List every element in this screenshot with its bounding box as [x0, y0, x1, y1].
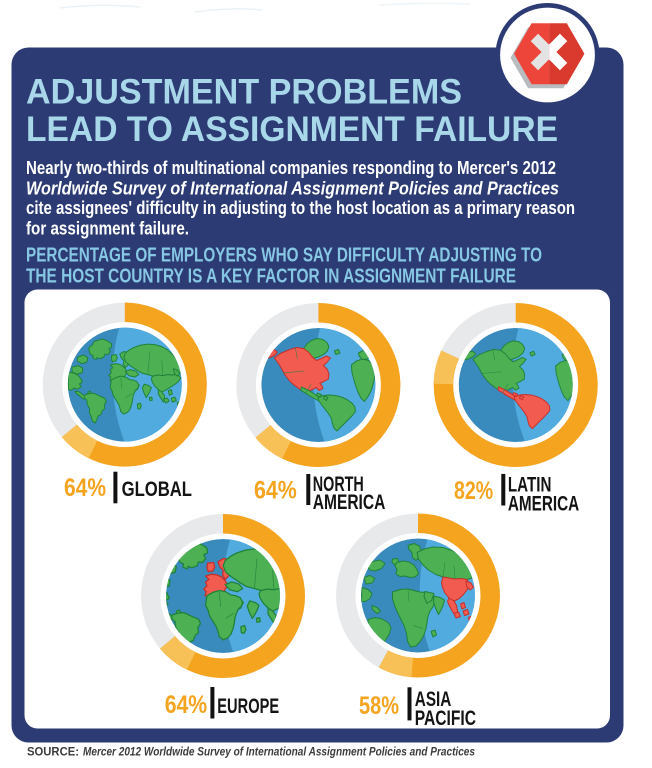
- svg-text:ADJUSTMENT PROBLEMS: ADJUSTMENT PROBLEMS: [26, 71, 462, 111]
- svg-text:Nearly two-thirds of multinati: Nearly two-thirds of multinational compa…: [26, 157, 556, 178]
- svg-text:Worldwide Survey of Internatio: Worldwide Survey of International Assign…: [26, 178, 559, 199]
- svg-text:64%: 64%: [64, 474, 106, 502]
- svg-text:Mercer 2012 Worldwide Survey o: Mercer 2012 Worldwide Survey of Internat…: [83, 745, 475, 759]
- svg-text:for assignment failure.: for assignment failure.: [26, 218, 189, 239]
- svg-text:ASIA: ASIA: [415, 688, 452, 711]
- svg-text:58%: 58%: [359, 692, 399, 720]
- svg-text:LATIN: LATIN: [508, 474, 552, 497]
- svg-text:THE HOST COUNTRY IS A KEY FACT: THE HOST COUNTRY IS A KEY FACTOR IN ASSI…: [26, 266, 516, 288]
- svg-text:EUROPE: EUROPE: [217, 695, 279, 718]
- svg-text:PACIFIC: PACIFIC: [415, 707, 476, 730]
- svg-text:PERCENTAGE OF EMPLOYERS WHO SA: PERCENTAGE OF EMPLOYERS WHO SAY DIFFICUL…: [26, 245, 542, 267]
- svg-text:GLOBAL: GLOBAL: [122, 478, 192, 501]
- svg-text:cite assignees' difficulty in: cite assignees' difficulty in adjusting …: [26, 197, 575, 218]
- svg-text:64%: 64%: [165, 691, 208, 719]
- svg-text:AMERICA: AMERICA: [508, 493, 579, 516]
- svg-text:64%: 64%: [254, 476, 297, 504]
- svg-text:AMERICA: AMERICA: [313, 491, 386, 514]
- svg-text:NORTH: NORTH: [313, 473, 364, 496]
- svg-text:SOURCE:: SOURCE:: [27, 745, 79, 759]
- svg-text:82%: 82%: [454, 477, 493, 505]
- svg-text:LEAD TO ASSIGNMENT FAILURE: LEAD TO ASSIGNMENT FAILURE: [26, 109, 558, 149]
